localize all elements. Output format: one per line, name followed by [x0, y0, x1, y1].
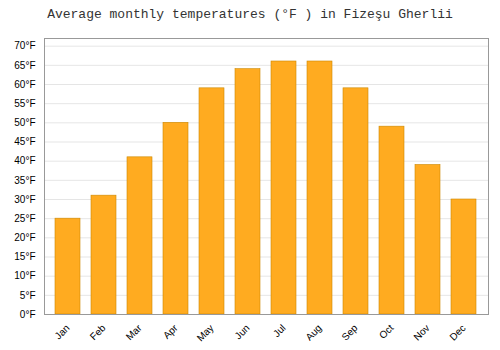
- svg-text:Jul: Jul: [271, 322, 288, 339]
- svg-text:Dec: Dec: [447, 322, 467, 342]
- svg-text:45°F: 45°F: [14, 136, 35, 147]
- svg-text:65°F: 65°F: [14, 60, 35, 71]
- svg-text:Jun: Jun: [232, 322, 251, 341]
- svg-text:50°F: 50°F: [14, 117, 35, 128]
- svg-text:5°F: 5°F: [20, 290, 36, 301]
- html-text:Average monthly temperatures (: Average monthly temperatures (°F ) in Fi…: [47, 7, 453, 22]
- svg-text:15°F: 15°F: [14, 251, 35, 262]
- svg-text:Feb: Feb: [88, 322, 108, 342]
- svg-text:Nov: Nov: [411, 322, 431, 342]
- svg-text:70°F: 70°F: [14, 40, 35, 51]
- svg-text:Mar: Mar: [124, 322, 144, 342]
- svg-text:35°F: 35°F: [14, 175, 35, 186]
- svg-text:55°F: 55°F: [14, 98, 35, 109]
- svg-text:60°F: 60°F: [14, 79, 35, 90]
- svg-text:30°F: 30°F: [14, 194, 35, 205]
- svg-text:Jan: Jan: [52, 322, 71, 341]
- svg-text:Sep: Sep: [339, 322, 360, 343]
- svg-text:May: May: [195, 322, 216, 343]
- svg-text:Aug: Aug: [303, 322, 323, 342]
- svg-text:10°F: 10°F: [14, 270, 35, 281]
- svg-text:40°F: 40°F: [14, 155, 35, 166]
- svg-text:20°F: 20°F: [14, 232, 35, 243]
- svg-text:25°F: 25°F: [14, 213, 35, 224]
- svg-text:Oct: Oct: [377, 322, 396, 341]
- svg-text:Apr: Apr: [161, 322, 180, 341]
- svg-text:0°F: 0°F: [20, 309, 36, 320]
